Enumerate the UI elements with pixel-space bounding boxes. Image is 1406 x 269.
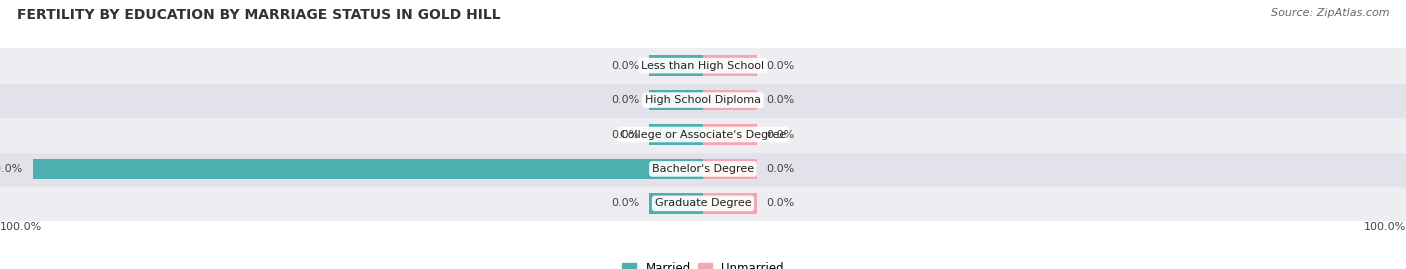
Bar: [703, 124, 756, 145]
Bar: [703, 55, 756, 76]
Text: 0.0%: 0.0%: [766, 164, 794, 174]
Bar: [34, 159, 703, 179]
Bar: [0, 152, 1406, 186]
Text: 0.0%: 0.0%: [766, 61, 794, 71]
Text: 0.0%: 0.0%: [766, 129, 794, 140]
Bar: [0, 117, 1406, 152]
Text: Source: ZipAtlas.com: Source: ZipAtlas.com: [1271, 8, 1389, 18]
Bar: [650, 124, 703, 145]
Text: College or Associate's Degree: College or Associate's Degree: [620, 129, 786, 140]
Text: 100.0%: 100.0%: [0, 222, 42, 232]
Bar: [703, 193, 756, 214]
Text: 0.0%: 0.0%: [766, 95, 794, 105]
Bar: [0, 186, 1406, 221]
Text: Graduate Degree: Graduate Degree: [655, 198, 751, 208]
Text: 0.0%: 0.0%: [612, 198, 640, 208]
Bar: [0, 48, 1406, 83]
Text: 0.0%: 0.0%: [612, 95, 640, 105]
Text: High School Diploma: High School Diploma: [645, 95, 761, 105]
Text: FERTILITY BY EDUCATION BY MARRIAGE STATUS IN GOLD HILL: FERTILITY BY EDUCATION BY MARRIAGE STATU…: [17, 8, 501, 22]
Text: 0.0%: 0.0%: [612, 129, 640, 140]
Bar: [650, 55, 703, 76]
Text: Less than High School: Less than High School: [641, 61, 765, 71]
Bar: [0, 83, 1406, 117]
Text: 0.0%: 0.0%: [612, 61, 640, 71]
Bar: [650, 193, 703, 214]
Bar: [703, 159, 756, 179]
Text: Bachelor's Degree: Bachelor's Degree: [652, 164, 754, 174]
Bar: [703, 90, 756, 110]
Bar: [650, 90, 703, 110]
Text: 0.0%: 0.0%: [766, 198, 794, 208]
Text: 100.0%: 100.0%: [1364, 222, 1406, 232]
Text: 100.0%: 100.0%: [0, 164, 24, 174]
Legend: Married, Unmarried: Married, Unmarried: [617, 258, 789, 269]
